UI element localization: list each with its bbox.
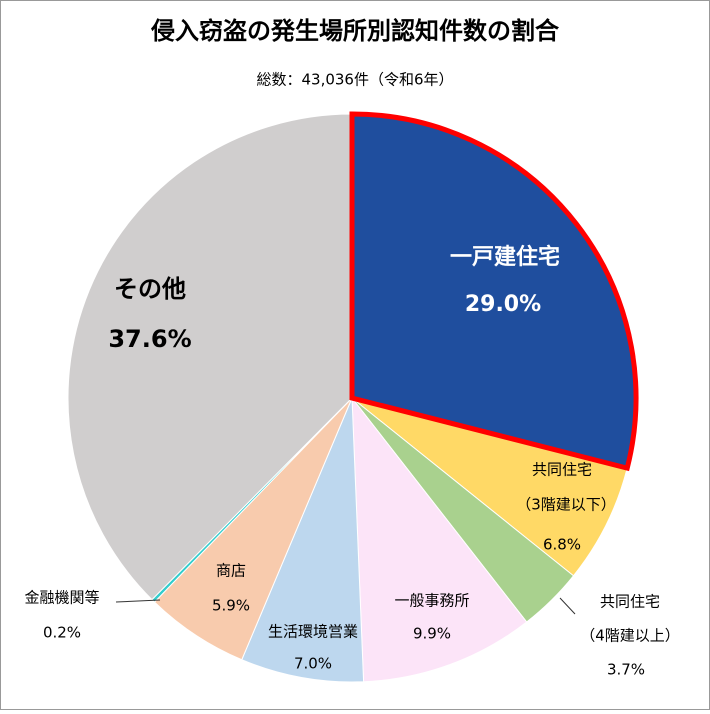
slice-label: 生活環境営業 xyxy=(268,623,358,641)
chart-subtitle: 総数：43,036件（令和6年） xyxy=(256,71,453,89)
leader-line xyxy=(115,599,161,603)
value-label: 29.0% xyxy=(465,292,541,317)
slice-label: 一戸建住宅 xyxy=(450,244,560,270)
slice-label: 金融機関等 xyxy=(24,589,99,607)
slice-label: その他 xyxy=(114,275,186,303)
slice-label: 商店 xyxy=(216,562,246,580)
value-label: 6.8% xyxy=(543,536,581,554)
pie-slice xyxy=(241,397,365,683)
slice-label: 共同住宅 xyxy=(600,593,660,611)
value-label: 0.2% xyxy=(43,624,81,642)
value-label: 7.0% xyxy=(294,655,332,673)
pie-slice xyxy=(351,396,528,683)
slice-label: 共同住宅 xyxy=(532,461,592,479)
value-label: 5.9% xyxy=(212,597,250,615)
value-label: 9.9% xyxy=(413,625,451,643)
leader-line xyxy=(559,597,576,615)
slice-label: （4階建以上） xyxy=(580,627,680,645)
slice-label: （3階建以下） xyxy=(516,496,616,514)
value-label: 3.7% xyxy=(607,661,645,679)
slice-label: 一般事務所 xyxy=(394,592,469,610)
value-label: 37.6% xyxy=(108,325,191,353)
pie-slice xyxy=(67,113,353,601)
highlight-outline xyxy=(349,111,639,472)
chart-title: 侵入窃盗の発生場所別認知件数の割合 xyxy=(150,17,560,45)
